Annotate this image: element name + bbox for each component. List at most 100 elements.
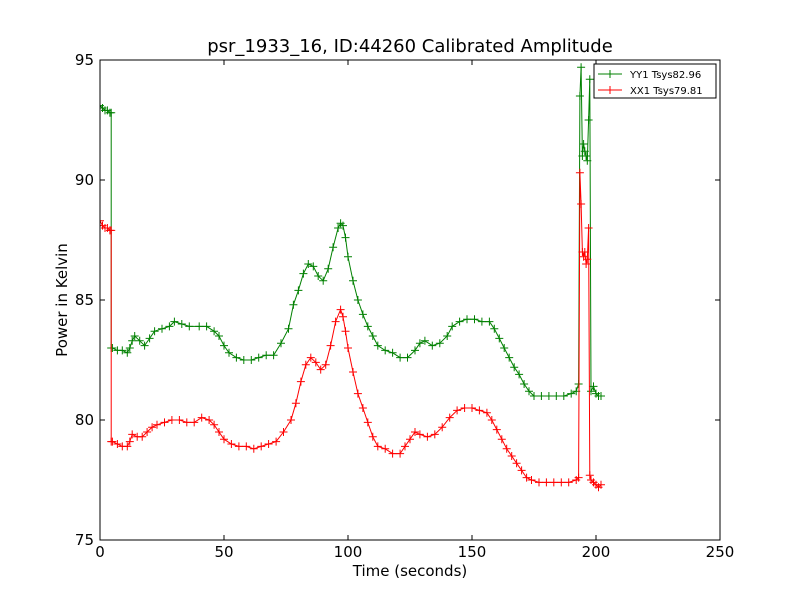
data-point-xx1 <box>549 478 558 487</box>
data-point-yy1 <box>530 392 538 400</box>
data-point-xx1 <box>502 444 511 453</box>
data-point-yy1 <box>510 363 519 372</box>
data-point-xx1 <box>175 416 184 424</box>
data-point-yy1 <box>277 339 285 348</box>
data-point-yy1 <box>239 356 248 364</box>
data-point-xx1 <box>242 442 251 451</box>
data-point-xx1 <box>368 432 377 441</box>
data-point-xx1 <box>482 408 491 417</box>
data-point-yy1 <box>185 322 194 331</box>
data-point-yy1 <box>140 341 149 350</box>
data-point-xx1 <box>210 420 219 429</box>
data-point-yy1 <box>339 221 347 230</box>
data-point-yy1 <box>420 336 429 345</box>
data-point-yy1 <box>344 252 352 261</box>
data-point-xx1 <box>423 432 432 441</box>
data-point-xx1 <box>401 442 409 451</box>
data-point-yy1 <box>165 322 174 331</box>
data-point-xx1 <box>497 435 506 444</box>
data-point-xx1 <box>306 353 315 362</box>
data-point-yy1 <box>341 233 350 242</box>
legend-marker-xx1 <box>606 86 614 94</box>
data-point-yy1 <box>381 346 390 355</box>
data-point-yy1 <box>368 332 377 340</box>
data-point-xx1 <box>326 341 335 350</box>
data-point-yy1 <box>123 348 132 357</box>
data-point-xx1 <box>564 478 573 487</box>
data-point-yy1 <box>411 346 419 355</box>
data-point-yy1 <box>130 332 139 340</box>
data-point-xx1 <box>153 420 161 429</box>
data-point-xx1 <box>220 435 228 444</box>
data-point-yy1 <box>415 339 424 348</box>
data-point-xx1 <box>438 423 447 432</box>
data-point-yy1 <box>525 387 533 396</box>
data-point-xx1 <box>123 442 132 451</box>
data-point-yy1 <box>254 353 263 362</box>
data-point-yy1 <box>580 147 589 156</box>
x-axis-label: Time (seconds) <box>352 562 468 580</box>
data-point-yy1 <box>329 243 338 252</box>
data-point-xx1 <box>512 459 521 468</box>
data-point-yy1 <box>349 276 357 285</box>
data-point-yy1 <box>170 317 179 326</box>
data-point-yy1 <box>583 156 592 165</box>
data-point-xx1 <box>557 478 566 487</box>
y-tick-label: 75 <box>75 531 94 549</box>
data-point-xx1 <box>507 452 516 460</box>
data-point-yy1 <box>443 332 452 340</box>
data-point-xx1 <box>349 368 357 376</box>
data-point-xx1 <box>227 440 236 448</box>
data-point-xx1 <box>580 248 589 256</box>
data-point-yy1 <box>289 300 298 309</box>
data-point-xx1 <box>143 428 152 436</box>
data-point-xx1 <box>406 435 414 444</box>
data-point-xx1 <box>487 416 496 424</box>
data-point-xx1 <box>381 444 390 453</box>
data-point-xx1 <box>475 406 484 415</box>
data-point-xx1 <box>128 430 137 439</box>
data-point-xx1 <box>339 312 347 321</box>
data-point-yy1 <box>262 351 271 360</box>
x-tick-label: 100 <box>334 543 363 561</box>
data-point-xx1 <box>336 305 345 314</box>
data-point-yy1 <box>585 75 594 84</box>
series-layer <box>100 63 605 492</box>
data-point-xx1 <box>215 428 223 436</box>
data-point-xx1 <box>234 442 243 451</box>
data-point-xx1 <box>344 344 352 352</box>
y-axis-label: Power in Kelvin <box>53 243 71 357</box>
data-point-yy1 <box>490 324 499 333</box>
data-point-xx1 <box>445 413 454 422</box>
data-point-xx1 <box>287 416 295 424</box>
data-point-yy1 <box>515 370 524 379</box>
data-point-yy1 <box>128 336 137 345</box>
data-point-xx1 <box>542 478 551 487</box>
data-point-xx1 <box>411 428 419 436</box>
data-point-xx1 <box>125 437 134 446</box>
data-point-xx1 <box>583 255 592 264</box>
data-point-xx1 <box>197 413 206 422</box>
data-point-xx1 <box>100 216 104 225</box>
data-point-xx1 <box>492 425 501 434</box>
data-point-xx1 <box>535 478 543 487</box>
data-point-yy1 <box>284 324 293 333</box>
y-tick-label: 90 <box>75 171 94 189</box>
data-point-yy1 <box>314 272 323 280</box>
data-point-yy1 <box>107 108 116 117</box>
data-point-yy1 <box>559 392 568 400</box>
x-tick-label: 200 <box>582 543 611 561</box>
data-point-yy1 <box>108 344 117 352</box>
data-point-xx1 <box>353 389 362 398</box>
data-point-yy1 <box>597 392 605 400</box>
data-point-xx1 <box>517 466 526 475</box>
y-tick-label: 85 <box>75 291 94 309</box>
data-point-xx1 <box>291 399 300 408</box>
data-point-yy1 <box>396 353 405 362</box>
legend-entry-yy1: YY1 Tsys82.96 <box>598 70 701 81</box>
data-point-xx1 <box>388 449 397 458</box>
data-point-yy1 <box>567 389 576 398</box>
chart-title: psr_1933_16, ID:44260 Calibrated Amplitu… <box>207 36 613 57</box>
legend: YY1 Tsys82.96 XX1 Tsys79.81 <box>593 63 717 99</box>
